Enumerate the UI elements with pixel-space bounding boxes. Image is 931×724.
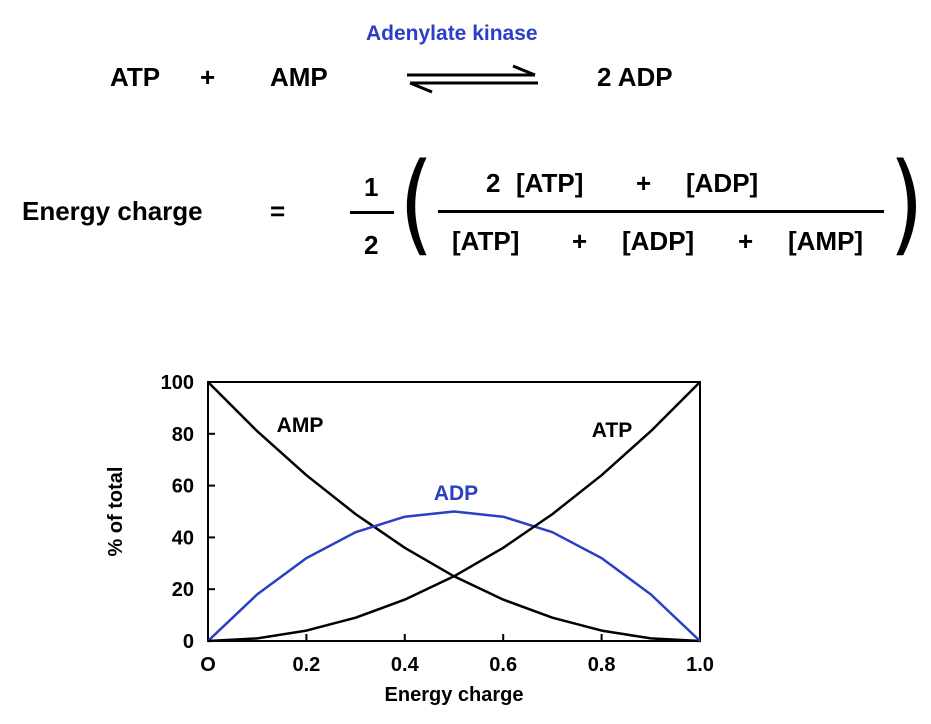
plot-frame <box>207 381 701 642</box>
reactant-amp: AMP <box>270 62 328 92</box>
numerator-plus: + <box>636 168 652 198</box>
equilibrium-arrows-icon <box>407 64 538 94</box>
y-tick-label: 0 <box>183 631 194 653</box>
x-tick-label: 1.0 <box>686 654 714 676</box>
enzyme-label: Adenylate kinase <box>366 22 538 45</box>
denominator-plus-1: + <box>572 226 588 256</box>
y-tick-label: 80 <box>172 424 194 446</box>
numerator-atp: [ATP] <box>516 168 584 198</box>
series-line-atp <box>207 381 701 643</box>
close-paren: ) <box>889 139 924 267</box>
y-tick-label: 60 <box>172 476 194 498</box>
product-adp: 2 ADP <box>597 62 673 92</box>
y-tick-label: 100 <box>161 372 194 394</box>
coef-denominator: 2 <box>364 230 379 260</box>
series-label-amp: AMP <box>277 414 324 437</box>
series-line-adp <box>207 510 701 642</box>
y-tick-label: 20 <box>172 579 194 601</box>
reaction-plus: + <box>200 62 216 92</box>
denominator-plus-2: + <box>738 226 754 256</box>
denominator-adp: [ADP] <box>622 226 695 256</box>
x-tick-label: O <box>200 654 216 676</box>
energy-charge-chart: O 0.2 0.4 0.6 0.8 1.0 0 20 40 60 80 100 Energy char… <box>105 372 714 706</box>
x-tick-label: 0.6 <box>489 654 517 676</box>
denominator-amp: [AMP] <box>788 226 864 256</box>
numerator-adp: [ADP] <box>686 168 759 198</box>
series-label-atp: ATP <box>592 419 632 442</box>
x-axis-label: Energy charge <box>385 684 524 706</box>
x-tick-label: 0.4 <box>391 654 420 676</box>
y-tick-label: 40 <box>172 527 194 549</box>
open-paren: ( <box>399 139 434 267</box>
y-axis-label: % of total <box>105 467 127 557</box>
coef-numerator: 1 <box>364 172 379 202</box>
reactant-atp: ATP <box>110 62 161 92</box>
denominator-atp: [ATP] <box>452 226 520 256</box>
x-tick-label: 0.2 <box>292 654 320 676</box>
numerator-coef: 2 <box>486 168 501 198</box>
formula-equals: = <box>270 196 286 226</box>
energy-charge-lhs: Energy charge <box>22 196 203 226</box>
series-label-adp: ADP <box>434 482 478 505</box>
main-fraction-bar <box>438 210 884 213</box>
x-tick-label: 0.8 <box>588 654 616 676</box>
coef-fraction-bar <box>350 211 394 214</box>
